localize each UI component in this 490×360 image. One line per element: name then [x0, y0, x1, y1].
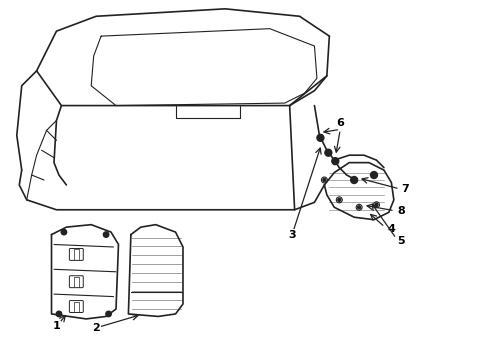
Text: 7: 7: [401, 184, 409, 194]
Text: 8: 8: [397, 206, 405, 216]
Circle shape: [325, 149, 332, 156]
Circle shape: [317, 134, 324, 141]
Circle shape: [338, 198, 341, 201]
Text: 6: 6: [336, 118, 344, 128]
Circle shape: [370, 172, 377, 179]
Text: 3: 3: [288, 230, 296, 239]
Circle shape: [103, 232, 109, 237]
Text: 5: 5: [397, 235, 405, 246]
Text: 4: 4: [388, 224, 395, 234]
Circle shape: [358, 206, 361, 209]
Text: 1: 1: [52, 321, 60, 331]
Circle shape: [332, 158, 339, 165]
Text: 2: 2: [92, 323, 100, 333]
Circle shape: [61, 229, 67, 235]
FancyBboxPatch shape: [70, 248, 83, 260]
Circle shape: [351, 176, 358, 184]
Circle shape: [375, 203, 378, 206]
FancyBboxPatch shape: [70, 301, 83, 312]
Circle shape: [56, 311, 62, 317]
Circle shape: [323, 179, 326, 181]
Circle shape: [106, 311, 111, 317]
FancyBboxPatch shape: [70, 276, 83, 288]
